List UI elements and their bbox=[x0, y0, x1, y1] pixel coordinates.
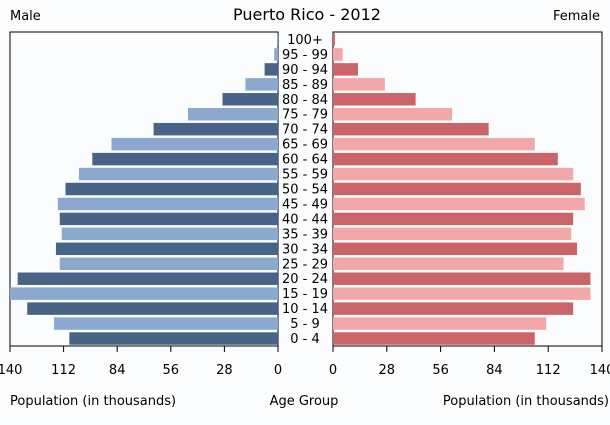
female-bar bbox=[333, 302, 574, 315]
age-group-label: 5 - 9 bbox=[290, 317, 320, 332]
male-bar bbox=[222, 93, 278, 106]
male-bar bbox=[55, 242, 278, 256]
age-group-label: 90 - 94 bbox=[282, 63, 328, 78]
female-bar bbox=[333, 287, 591, 300]
male-bar bbox=[17, 272, 278, 285]
female-bar bbox=[333, 122, 489, 136]
x-axis-label-female: Population (in thousands) bbox=[443, 394, 609, 409]
female-bar bbox=[333, 108, 453, 121]
age-group-label: 60 - 64 bbox=[282, 153, 328, 168]
male-label: Male bbox=[10, 9, 41, 24]
age-group-label: 85 - 89 bbox=[282, 78, 328, 93]
female-bar bbox=[333, 242, 578, 256]
female-bar bbox=[333, 197, 585, 211]
female-bar bbox=[333, 212, 574, 226]
male-tick-label: 0 bbox=[274, 363, 282, 378]
age-group-label: 80 - 84 bbox=[282, 93, 328, 108]
age-group-label: 45 - 49 bbox=[282, 197, 328, 212]
age-group-label: 70 - 74 bbox=[282, 123, 328, 138]
male-tick-label: 140 bbox=[0, 363, 22, 378]
male-bar bbox=[10, 287, 278, 300]
female-tick-label: 84 bbox=[486, 363, 503, 378]
female-bar bbox=[333, 182, 581, 196]
male-bar bbox=[264, 63, 278, 76]
age-group-label: 25 - 29 bbox=[282, 257, 328, 272]
age-group-label: 65 - 69 bbox=[282, 138, 328, 153]
age-group-label: 30 - 34 bbox=[282, 242, 328, 257]
female-bar bbox=[333, 317, 547, 330]
female-tick-label: 56 bbox=[432, 363, 449, 378]
female-bar bbox=[333, 63, 358, 76]
female-tick-label: 140 bbox=[590, 363, 610, 378]
male-bar bbox=[188, 108, 278, 121]
male-bar bbox=[59, 212, 278, 226]
age-group-label: 40 - 44 bbox=[282, 212, 328, 227]
male-bar bbox=[54, 317, 278, 330]
age-group-label: 35 - 39 bbox=[282, 227, 328, 242]
female-bars bbox=[333, 33, 591, 345]
age-group-label: 100+ bbox=[287, 33, 323, 48]
age-group-label: 95 - 99 bbox=[282, 48, 328, 63]
x-axis-label-male: Population (in thousands) bbox=[10, 394, 176, 409]
female-bar bbox=[333, 33, 335, 46]
female-label: Female bbox=[553, 9, 600, 24]
male-bar bbox=[61, 227, 278, 241]
female-bar bbox=[333, 152, 558, 166]
age-group-label: 50 - 54 bbox=[282, 183, 328, 198]
male-tick-label: 112 bbox=[51, 363, 76, 378]
x-axis-label-age-group: Age Group bbox=[270, 394, 339, 409]
female-tick-label: 112 bbox=[536, 363, 561, 378]
female-bar bbox=[333, 332, 535, 345]
male-bar bbox=[59, 257, 278, 270]
female-bar bbox=[333, 257, 564, 270]
male-bar bbox=[65, 182, 278, 196]
male-bar bbox=[111, 137, 279, 151]
female-bar bbox=[333, 272, 591, 285]
male-bar bbox=[57, 197, 278, 211]
age-group-label: 15 - 19 bbox=[282, 287, 328, 302]
female-bar bbox=[333, 227, 572, 241]
female-bar bbox=[333, 137, 535, 151]
age-group-label: 55 - 59 bbox=[282, 168, 328, 183]
chart-title: Puerto Rico - 2012 bbox=[233, 5, 381, 24]
age-group-label: 75 - 79 bbox=[282, 108, 328, 123]
female-bar bbox=[333, 78, 385, 91]
male-bar bbox=[274, 48, 278, 61]
female-bar bbox=[333, 167, 574, 181]
female-tick-label: 0 bbox=[329, 363, 337, 378]
male-bar bbox=[78, 167, 278, 181]
axis-ticks: 140 112 84 56 28 0 0 28 56 84 112 140 bbox=[0, 346, 610, 378]
age-group-label: 10 - 14 bbox=[282, 302, 328, 317]
male-tick-label: 56 bbox=[163, 363, 180, 378]
male-bar bbox=[92, 152, 278, 166]
female-tick-label: 28 bbox=[379, 363, 396, 378]
female-bar bbox=[333, 48, 343, 61]
age-group-label: 0 - 4 bbox=[290, 332, 320, 347]
male-bars bbox=[10, 33, 279, 345]
female-bar bbox=[333, 93, 416, 106]
age-group-label: 20 - 24 bbox=[282, 272, 328, 287]
male-bar bbox=[245, 78, 278, 91]
male-bar bbox=[69, 332, 278, 345]
male-tick-label: 84 bbox=[109, 363, 126, 378]
male-tick-label: 28 bbox=[216, 363, 233, 378]
male-bar bbox=[153, 122, 278, 136]
male-bar bbox=[27, 302, 279, 315]
